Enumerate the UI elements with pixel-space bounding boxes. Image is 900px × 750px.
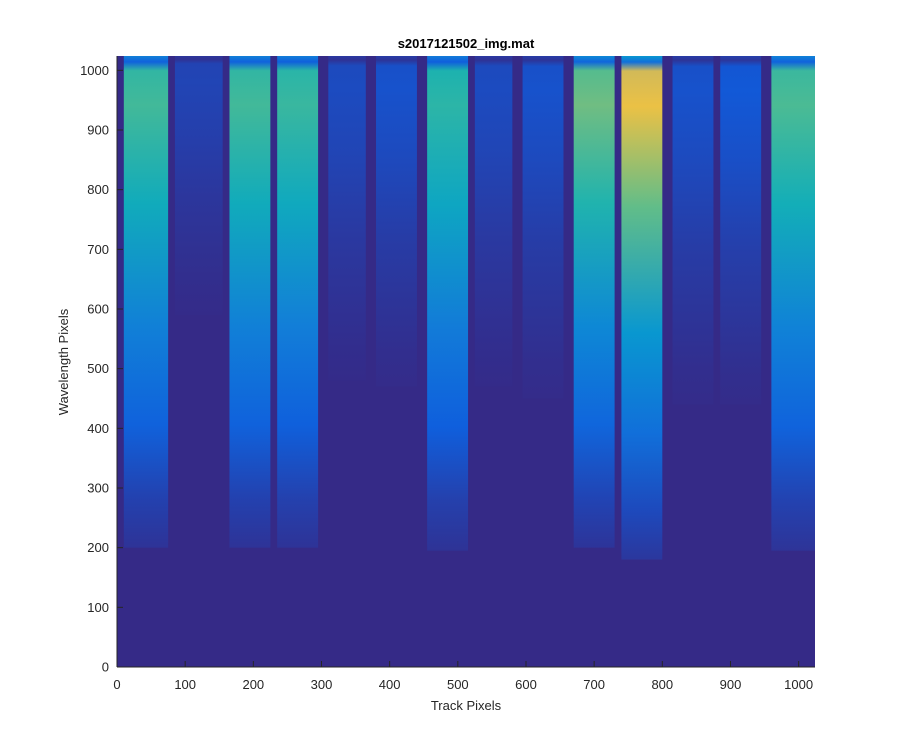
x-axis-title: Track Pixels [431,698,502,713]
y-tick-label: 0 [102,660,109,675]
x-tick-label: 100 [174,677,196,692]
y-axis: 0 100 200 300 400 500 600 700 800 900 1000 [80,63,123,675]
x-axis: 0 100 200 300 400 500 600 700 800 900 1000 [113,661,813,692]
heatmap-track-8 [474,56,513,387]
heatmap-track-3 [229,56,271,548]
x-tick-label: 0 [113,677,120,692]
x-tick-label: 200 [242,677,264,692]
heatmap-track-11 [621,56,663,560]
x-tick-label: 900 [720,677,742,692]
heatmap-track-5 [328,56,366,381]
y-tick-label: 400 [87,421,109,436]
chart-title: s2017121502_img.mat [398,36,535,51]
heatmap-track-13 [720,56,762,405]
plot-area [116,56,815,668]
y-tick-label: 500 [87,361,109,376]
heatmap-track-6 [376,56,417,387]
x-tick-label: 1000 [784,677,813,692]
x-tick-label: 600 [515,677,537,692]
y-tick-label: 200 [87,540,109,555]
heatmap-track-4 [277,56,319,548]
y-tick-label: 300 [87,480,109,495]
y-axis-title: Wavelength Pixels [56,308,71,415]
x-tick-label: 400 [379,677,401,692]
heatmap-track-9 [522,56,564,399]
heatmap-track-7 [427,56,469,551]
heatmap-track-10 [573,56,615,548]
x-tick-label: 300 [311,677,333,692]
x-tick-label: 500 [447,677,469,692]
y-tick-label: 900 [87,122,109,137]
y-tick-label: 800 [87,182,109,197]
x-tick-label: 800 [651,677,673,692]
y-tick-label: 700 [87,242,109,257]
heatmap-track-14 [771,56,815,551]
y-tick-label: 1000 [80,63,109,78]
heatmap-track-1 [123,56,169,548]
heatmap-track-12 [672,56,714,405]
x-tick-label: 700 [583,677,605,692]
heatmap-track-2 [174,56,223,315]
y-tick-label: 100 [87,600,109,615]
y-tick-label: 600 [87,301,109,316]
